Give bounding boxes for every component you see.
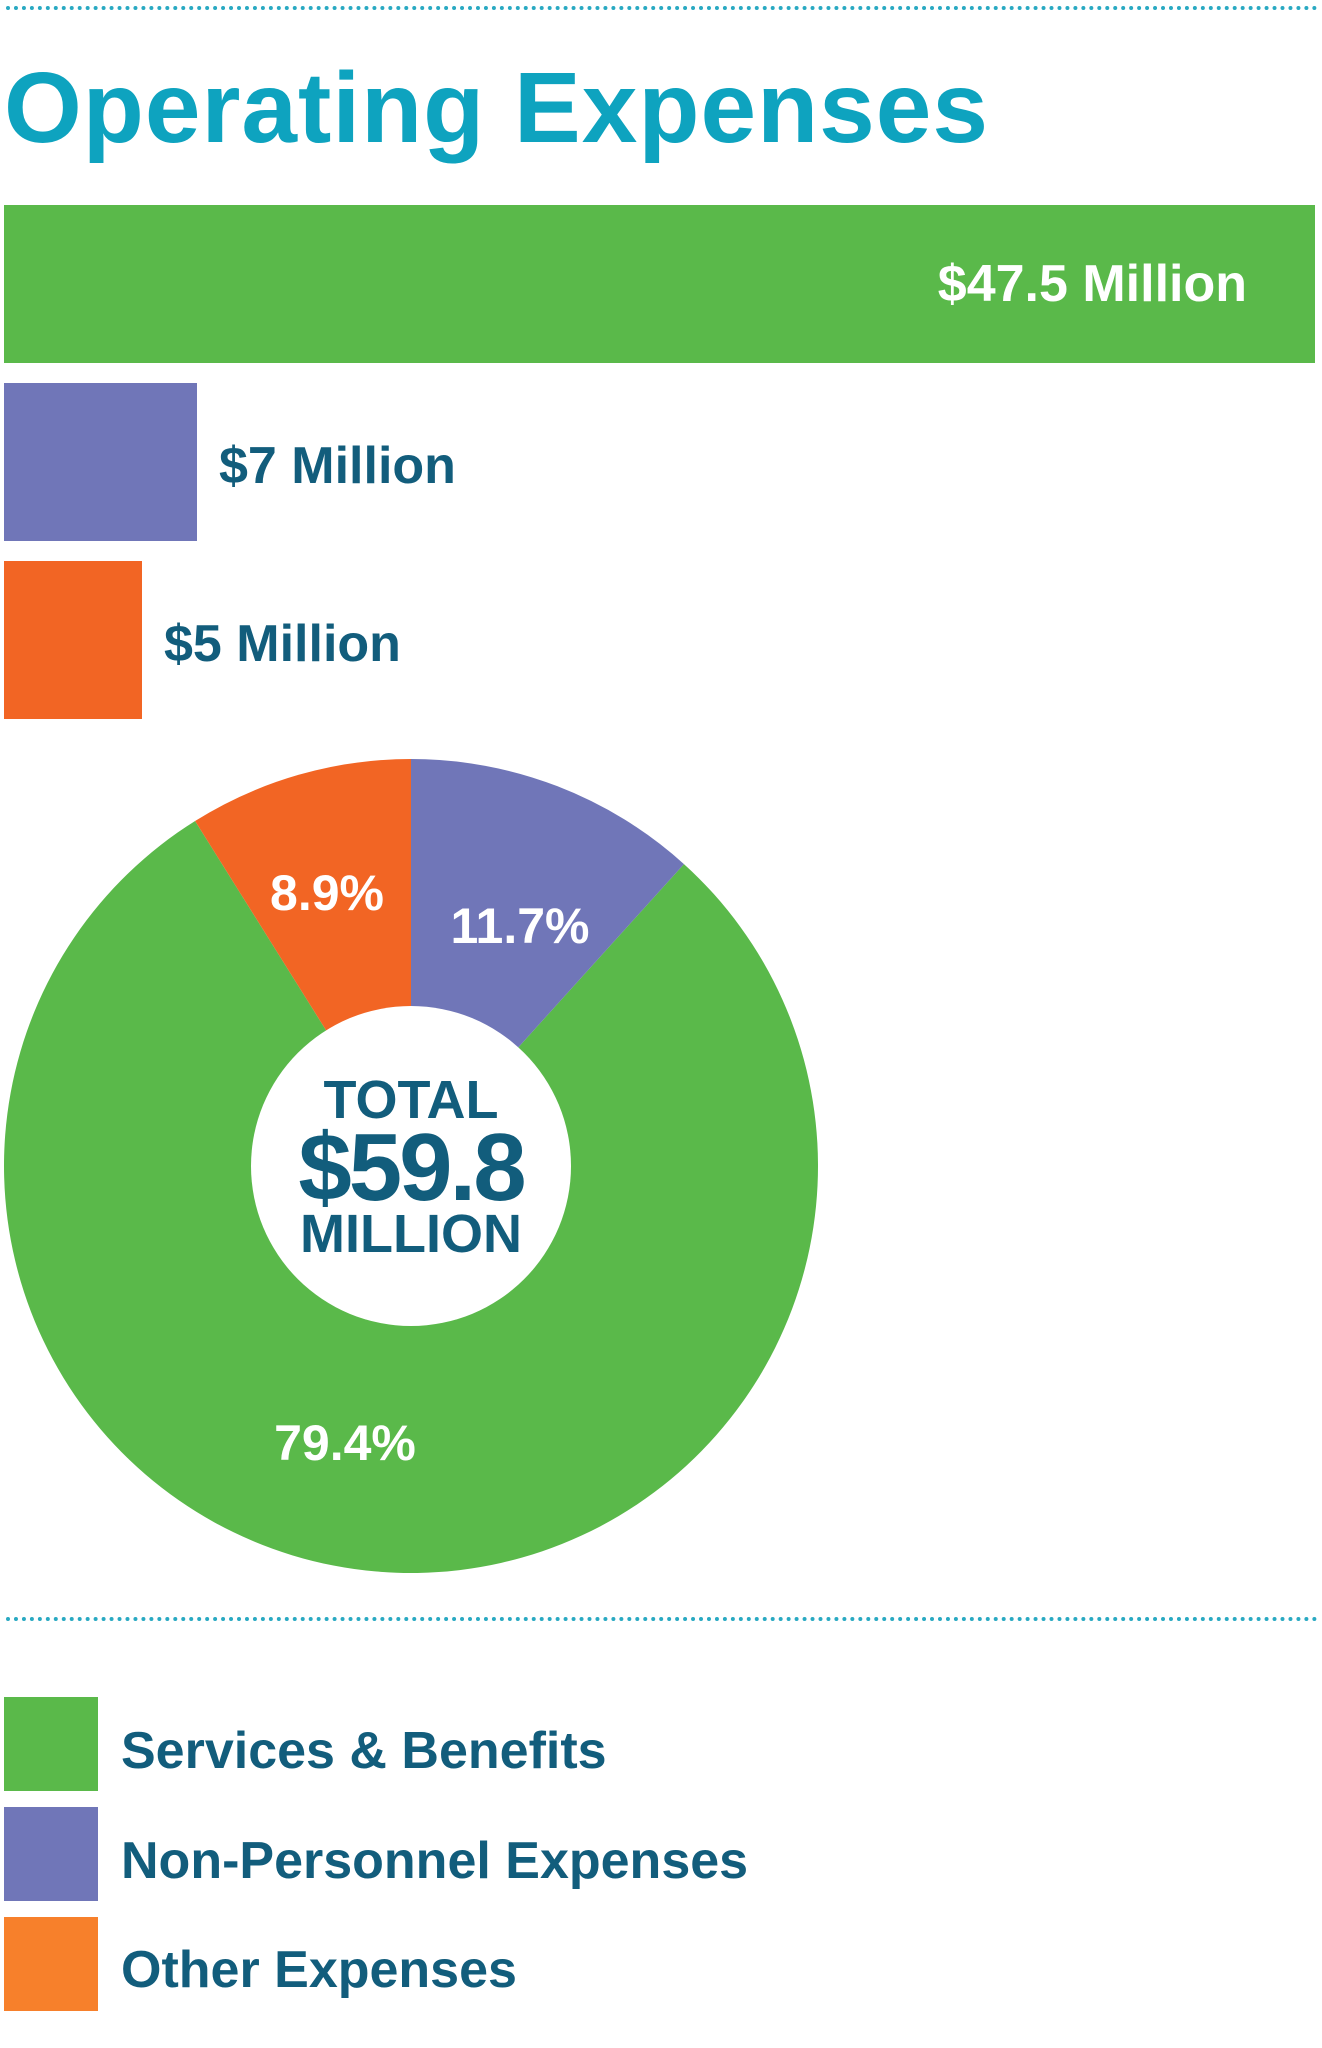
legend-swatch-services-benefits <box>4 1697 98 1791</box>
bar-non-personnel-expenses <box>4 383 197 541</box>
legend-swatch-non-personnel-expenses <box>4 1807 98 1901</box>
legend-dotted-divider <box>6 1617 1318 1621</box>
center-total-value: $59.8 <box>298 1114 524 1221</box>
donut-hole <box>251 1006 571 1326</box>
bar-label-other-expenses: $5 Million <box>164 615 401 673</box>
slice-label-services-benefits: 79.4% <box>274 1415 416 1471</box>
slice-label-non-personnel-expenses: 11.7% <box>450 898 589 954</box>
bar-other-expenses <box>4 561 142 719</box>
bar-services-benefits <box>4 205 1315 363</box>
center-total-unit: MILLION <box>300 1204 522 1264</box>
legend-label-services-benefits: Services & Benefits <box>121 1722 607 1780</box>
bar-label-services-benefits: $47.5 Million <box>937 255 1247 313</box>
page-title: Operating Expenses <box>4 52 989 164</box>
slice-label-other-expenses: 8.9% <box>270 865 384 921</box>
legend-swatch-other-expenses <box>4 1917 98 2011</box>
legend-label-non-personnel-expenses: Non-Personnel Expenses <box>121 1832 749 1890</box>
center-total-label: TOTAL <box>324 1070 499 1130</box>
bar-label-non-personnel-expenses: $7 Million <box>219 437 456 495</box>
top-dotted-divider <box>6 6 1318 10</box>
donut-chart: 79.4% 11.7% 8.9% TOTAL $59.8 MILLION <box>4 759 819 1574</box>
legend-label-other-expenses: Other Expenses <box>121 1941 517 1999</box>
